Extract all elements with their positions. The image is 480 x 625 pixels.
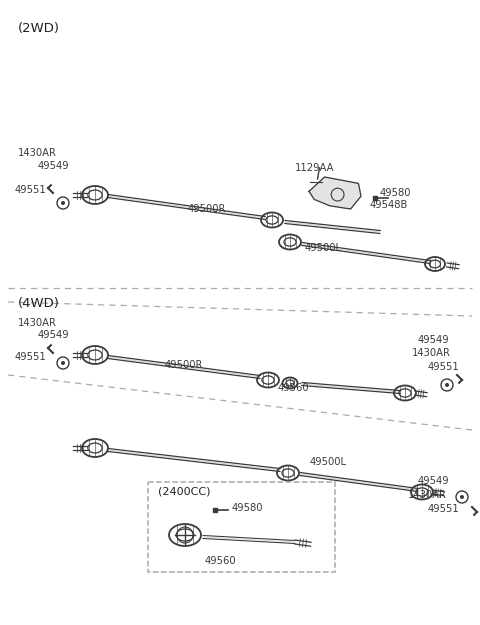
Text: 49500L: 49500L: [305, 243, 342, 253]
Text: 49551: 49551: [428, 362, 460, 372]
Text: (2WD): (2WD): [18, 22, 60, 35]
Text: 49549: 49549: [38, 161, 70, 171]
Polygon shape: [309, 177, 361, 209]
Text: 49500R: 49500R: [188, 204, 227, 214]
Text: 1430AR: 1430AR: [18, 148, 57, 158]
Text: 1129AA: 1129AA: [295, 163, 335, 173]
Circle shape: [61, 201, 65, 205]
Text: 1430AR: 1430AR: [408, 490, 447, 500]
Circle shape: [61, 361, 65, 365]
Text: 49500L: 49500L: [310, 457, 347, 467]
Text: (2400CC): (2400CC): [158, 487, 211, 497]
Text: 49551: 49551: [428, 504, 460, 514]
Text: 49500R: 49500R: [165, 360, 204, 370]
Text: 49551: 49551: [15, 185, 47, 195]
Circle shape: [445, 383, 449, 387]
Text: 49549: 49549: [418, 476, 450, 486]
Circle shape: [460, 495, 464, 499]
Text: 1430AR: 1430AR: [412, 348, 451, 358]
Text: 49560: 49560: [205, 556, 237, 566]
Text: 49548B: 49548B: [370, 200, 408, 210]
Text: 49580: 49580: [232, 503, 264, 513]
Text: (4WD): (4WD): [18, 297, 60, 310]
Text: 49549: 49549: [418, 335, 450, 345]
Text: 49551: 49551: [15, 352, 47, 362]
Text: 49580: 49580: [380, 188, 411, 198]
Text: 49560: 49560: [278, 383, 310, 393]
Text: 1430AR: 1430AR: [18, 318, 57, 328]
Text: 49549: 49549: [38, 330, 70, 340]
